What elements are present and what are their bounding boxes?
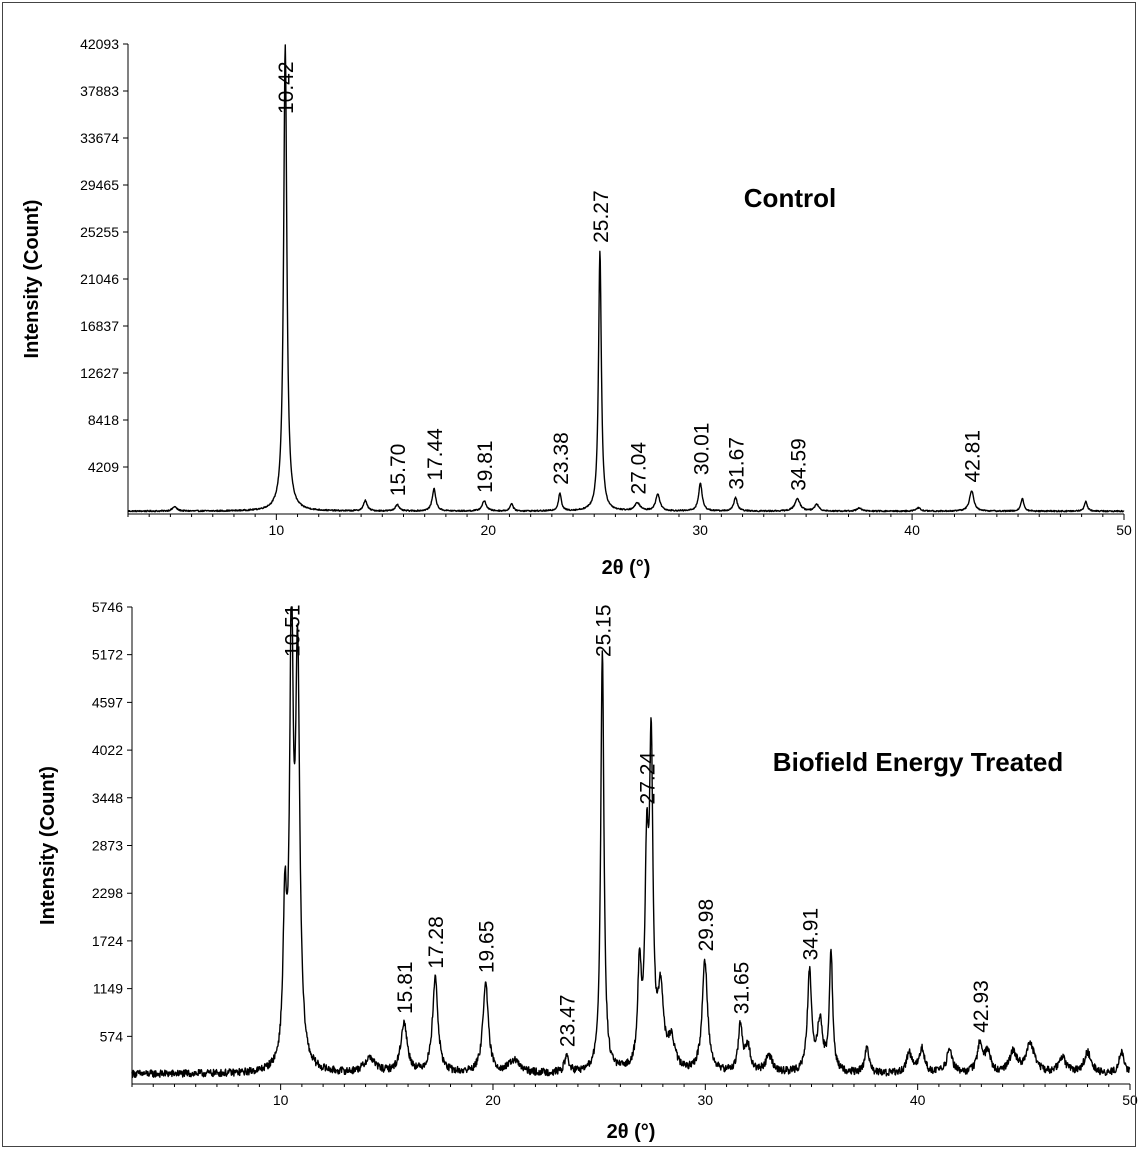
y-tick-label: 29465 [80, 177, 119, 193]
sample-title: Control [744, 183, 836, 213]
peak-label: 23.38 [550, 432, 573, 485]
peak-label: 10.42 [275, 61, 298, 114]
peak-label: 27.04 [627, 442, 650, 495]
y-axis-title: Intensity (Count) [21, 200, 43, 359]
y-tick-label: 4022 [92, 742, 123, 758]
y-tick-label: 5746 [92, 599, 123, 615]
x-tick-label: 10 [269, 522, 285, 538]
y-tick-label: 16837 [80, 318, 119, 334]
y-axis-title: Intensity (Count) [37, 766, 59, 925]
x-tick-label: 30 [692, 522, 708, 538]
x-tick-label: 40 [910, 1092, 926, 1108]
xrd-pattern-line [127, 44, 1125, 513]
y-tick-label: 1149 [93, 981, 123, 997]
y-tick-label: 8418 [88, 412, 119, 428]
x-tick-label: 50 [1116, 522, 1132, 538]
peak-label: 42.93 [970, 980, 993, 1033]
y-tick-label: 3448 [92, 790, 123, 806]
peak-label: 23.47 [557, 994, 580, 1047]
peak-label: 30.01 [690, 422, 713, 475]
peak-label: 17.28 [425, 916, 448, 969]
peak-label: 17.44 [424, 428, 447, 481]
peak-label: 34.59 [787, 438, 810, 491]
x-tick-label: 10 [273, 1092, 289, 1108]
y-tick-label: 2873 [92, 838, 123, 854]
x-axis-title: 2θ (°) [602, 557, 651, 579]
xrd-panel-treated: 10 20 30 40 50 574 1149 1724 2298 2873 3448 4022 459… [37, 599, 1138, 1143]
sample-title: Biofield Energy Treated [773, 747, 1063, 777]
peak-label: 10.51 [281, 604, 304, 657]
y-tick-label: 12627 [80, 365, 119, 381]
y-tick-label: 37883 [80, 83, 119, 99]
x-tick-label: 50 [1122, 1092, 1138, 1108]
peak-label: 31.65 [730, 962, 753, 1015]
y-tick-label: 1724 [92, 933, 123, 949]
y-tick-label: 574 [100, 1028, 124, 1044]
y-tick-label: 4597 [92, 694, 123, 710]
peak-label: 15.70 [387, 444, 410, 497]
peak-label: 29.98 [695, 899, 718, 952]
xrd-panel-control: 10 20 30 40 50 4209 8418 12627 16837 21046 25255 29… [21, 36, 1132, 579]
peak-label: 15.81 [394, 961, 417, 1014]
x-tick-label: 30 [698, 1092, 714, 1108]
peak-label: 25.27 [590, 190, 613, 243]
y-tick-label: 33674 [80, 130, 119, 146]
y-tick-label: 42093 [80, 36, 119, 52]
y-tick-label: 5172 [92, 647, 123, 663]
y-tick-label: 2298 [92, 885, 123, 901]
peak-label: 31.67 [726, 437, 749, 490]
x-tick-label: 20 [480, 522, 496, 538]
peak-label: 19.65 [476, 921, 499, 974]
y-tick-label: 25255 [80, 224, 119, 240]
peak-label: 42.81 [962, 430, 985, 483]
y-tick-label: 4209 [88, 459, 119, 475]
peak-label: 19.81 [474, 440, 497, 493]
y-tick-label: 21046 [80, 271, 119, 287]
peak-label: 34.91 [800, 908, 823, 961]
xrd-pattern-line [131, 606, 1131, 1079]
x-tick-label: 40 [904, 522, 920, 538]
x-axis-title: 2θ (°) [607, 1121, 656, 1143]
peak-label: 27.24 [637, 752, 660, 805]
peak-label: 25.15 [592, 604, 615, 657]
x-tick-label: 20 [485, 1092, 501, 1108]
